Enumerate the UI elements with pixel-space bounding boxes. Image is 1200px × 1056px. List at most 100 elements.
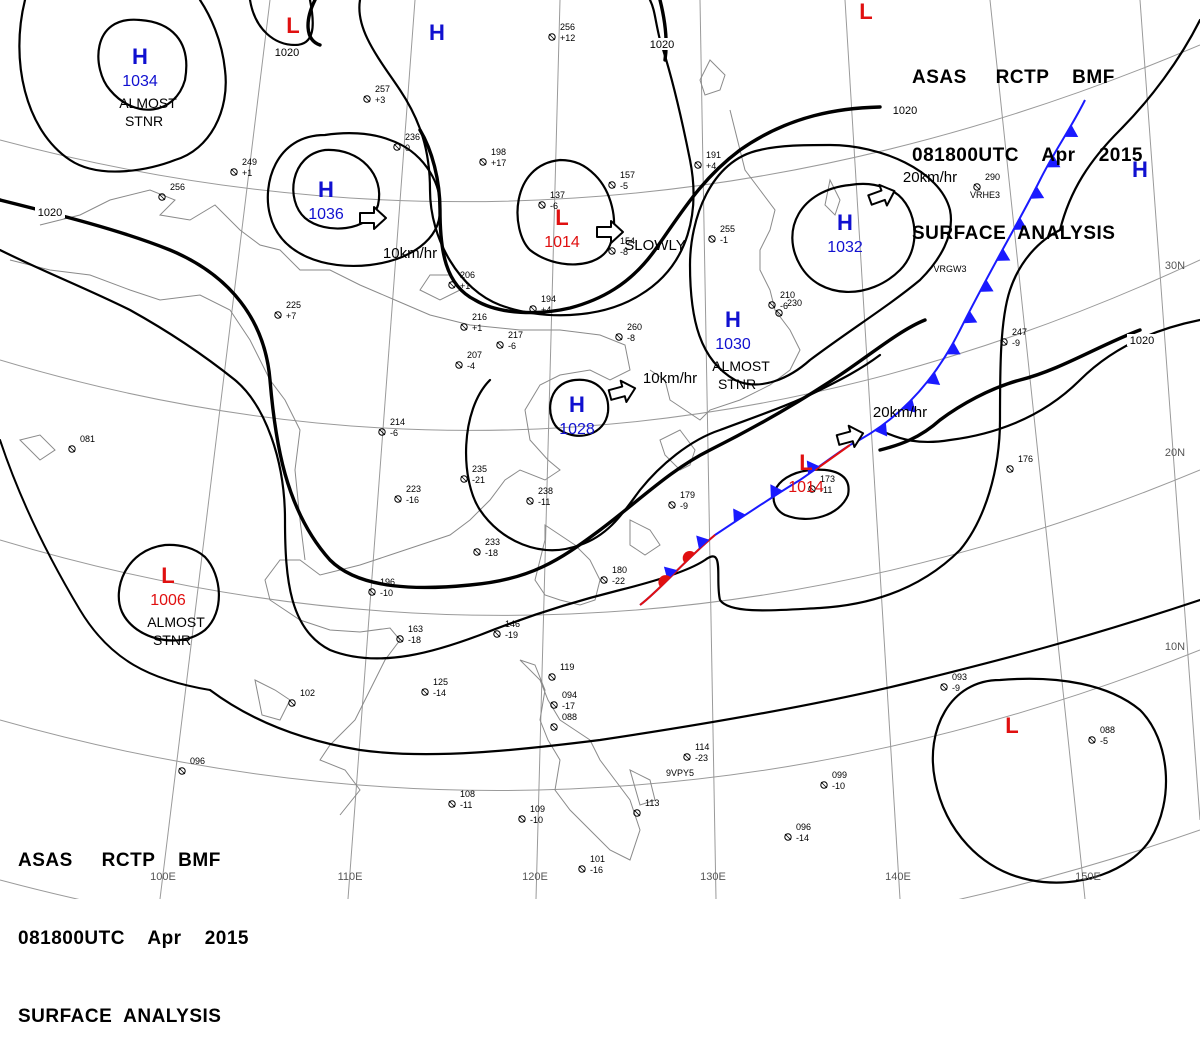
triangle-shape bbox=[996, 248, 1011, 261]
cold-front-triangle bbox=[770, 484, 783, 499]
station-plot: 256+12 bbox=[548, 22, 575, 43]
station-mark bbox=[784, 833, 792, 841]
low-pressure-symbol: L bbox=[555, 205, 568, 230]
station-plot: 146-19 bbox=[493, 619, 520, 640]
station-tendency: -1 bbox=[720, 235, 728, 245]
station-circle bbox=[274, 311, 282, 319]
station-pressure: 093 bbox=[952, 672, 967, 682]
station-mark bbox=[274, 311, 282, 319]
station-pressure: 094 bbox=[562, 690, 577, 700]
station-pressure: 198 bbox=[491, 147, 506, 157]
station-mark bbox=[421, 688, 429, 696]
station-plot: 081 bbox=[68, 434, 95, 453]
station-circle bbox=[460, 323, 468, 331]
ship-id: VRHE3 bbox=[970, 190, 1000, 200]
warm-front-semicircle bbox=[658, 575, 671, 588]
isobars-1020 bbox=[0, 0, 1142, 590]
station-pressure: 194 bbox=[541, 294, 556, 304]
longitude-label: 140E bbox=[885, 871, 911, 883]
station-pressure: 176 bbox=[1018, 454, 1033, 464]
station-tendency: -18 bbox=[485, 548, 498, 558]
station-circle bbox=[230, 168, 238, 176]
station-pressure: 119 bbox=[560, 662, 574, 672]
arrow-shape bbox=[607, 379, 637, 404]
motion-note: STNR bbox=[153, 632, 191, 648]
isobar-label-bg bbox=[35, 206, 65, 218]
station-circle bbox=[548, 33, 556, 41]
semicircle-shape bbox=[658, 575, 671, 588]
station-mark bbox=[394, 495, 402, 503]
station-tendency: -6 bbox=[508, 341, 516, 351]
station-pressure: 210 bbox=[780, 290, 795, 300]
station-tendency: -11 bbox=[820, 485, 832, 495]
station-pressure: 238 bbox=[538, 486, 553, 496]
station-mark bbox=[455, 361, 463, 369]
station-circle bbox=[668, 501, 676, 509]
station-mark bbox=[768, 301, 776, 309]
station-tendency: -18 bbox=[408, 635, 421, 645]
station-pressure: 114 bbox=[695, 742, 709, 752]
station-plot: 088-5 bbox=[1088, 725, 1115, 746]
station-plot: 102 bbox=[288, 688, 315, 707]
ship-id: VRGW3 bbox=[933, 264, 966, 274]
station-plot: 088 bbox=[550, 712, 577, 731]
arrow-shape bbox=[835, 424, 865, 449]
low-pressure-symbol: L bbox=[799, 450, 812, 475]
station-plot: 099-10 bbox=[820, 770, 847, 791]
station-pressure: 191 bbox=[706, 150, 721, 160]
station-mark bbox=[396, 635, 404, 643]
station-tendency: -8 bbox=[620, 247, 628, 257]
station-pressure: 125 bbox=[433, 677, 448, 687]
pressure-value: 1006 bbox=[150, 592, 186, 609]
motion-arrows bbox=[359, 183, 896, 449]
station-circle bbox=[393, 143, 401, 151]
station-mark bbox=[1000, 338, 1008, 346]
warm-front-semicircle bbox=[682, 551, 695, 563]
station-mark bbox=[683, 753, 691, 761]
station-circle bbox=[529, 305, 537, 313]
station-pressure: 256 bbox=[170, 182, 185, 192]
station-pressure: 196 bbox=[380, 577, 395, 587]
motion-arrow bbox=[607, 379, 637, 404]
station-mark bbox=[378, 428, 386, 436]
station-circle bbox=[578, 865, 586, 873]
station-tendency: +4 bbox=[706, 161, 716, 171]
station-circle bbox=[496, 341, 504, 349]
pressure-value: 1032 bbox=[827, 239, 863, 256]
station-pressure: 102 bbox=[300, 688, 315, 698]
station-mark bbox=[529, 305, 537, 313]
station-plot: 233-18 bbox=[473, 537, 500, 558]
station-plot: 137-6 bbox=[538, 190, 565, 211]
pressure-value: 1034 bbox=[122, 73, 158, 90]
station-tendency: +1 bbox=[472, 323, 482, 333]
station-mark bbox=[600, 576, 608, 584]
station-tendency: -10 bbox=[832, 781, 845, 791]
station-pressure: 099 bbox=[832, 770, 847, 780]
warm-front bbox=[639, 534, 716, 606]
station-pressure: 217 bbox=[508, 330, 523, 340]
latitude-label: 30N bbox=[1165, 260, 1185, 272]
station-circle bbox=[708, 235, 716, 243]
station-tendency: -5 bbox=[620, 181, 628, 191]
motion-arrow bbox=[359, 206, 387, 230]
station-circle bbox=[363, 95, 371, 103]
isobar-label-bg bbox=[890, 104, 920, 116]
station-circle bbox=[768, 301, 776, 309]
station-pressure: 255 bbox=[720, 224, 735, 234]
triangle-shape bbox=[926, 372, 941, 385]
cold-front-triangle bbox=[1046, 155, 1061, 168]
arrow-shape bbox=[359, 206, 387, 230]
station-circle bbox=[396, 635, 404, 643]
triangle-shape bbox=[806, 460, 820, 475]
low-pressure-symbol: L bbox=[286, 13, 299, 38]
station-pressure: 206 bbox=[460, 270, 475, 280]
station-mark bbox=[973, 183, 981, 191]
station-pressure: 108 bbox=[460, 789, 475, 799]
triangle-shape bbox=[1030, 186, 1045, 199]
chart-header: ASAS RCTP BMF 081800UTC Apr 2015 SURFACE… bbox=[912, 13, 1143, 273]
triangle-shape bbox=[979, 279, 994, 292]
station-mark bbox=[694, 161, 702, 169]
station-circle bbox=[68, 445, 76, 453]
motion-note: ALMOST bbox=[712, 358, 770, 374]
station-mark bbox=[820, 781, 828, 789]
